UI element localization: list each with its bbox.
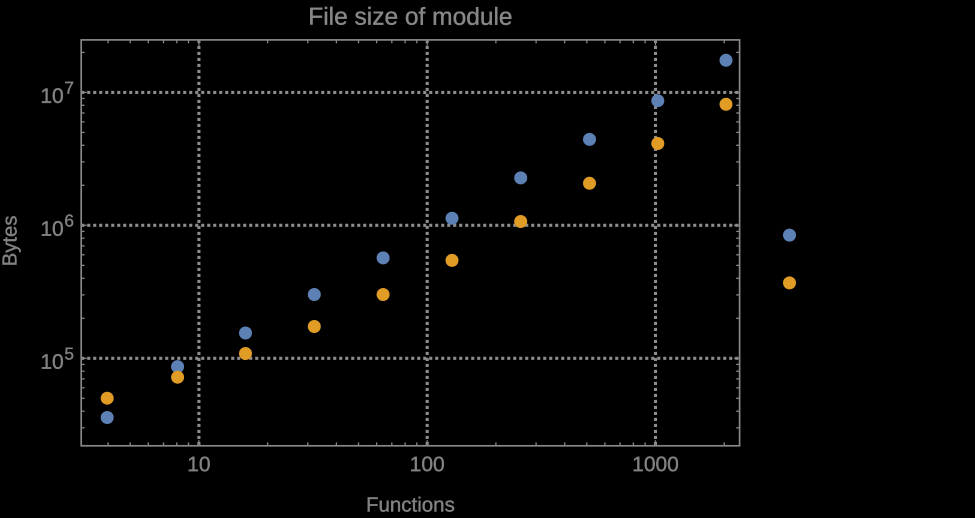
svg-text:7: 7 [64,78,74,98]
svg-text:5: 5 [64,344,74,364]
svg-text:Functions: Functions [366,493,455,513]
svg-text:Bytes: Bytes [0,216,21,267]
svg-text:100: 100 [410,453,445,476]
svg-text:1000: 1000 [632,453,679,476]
svg-text:10: 10 [40,85,63,108]
svg-text:10: 10 [187,453,210,476]
svg-text:6: 6 [64,211,74,231]
svg-text:10: 10 [40,218,63,241]
svg-text:File size of module: File size of module [308,4,512,31]
svg-text:10: 10 [40,351,63,374]
